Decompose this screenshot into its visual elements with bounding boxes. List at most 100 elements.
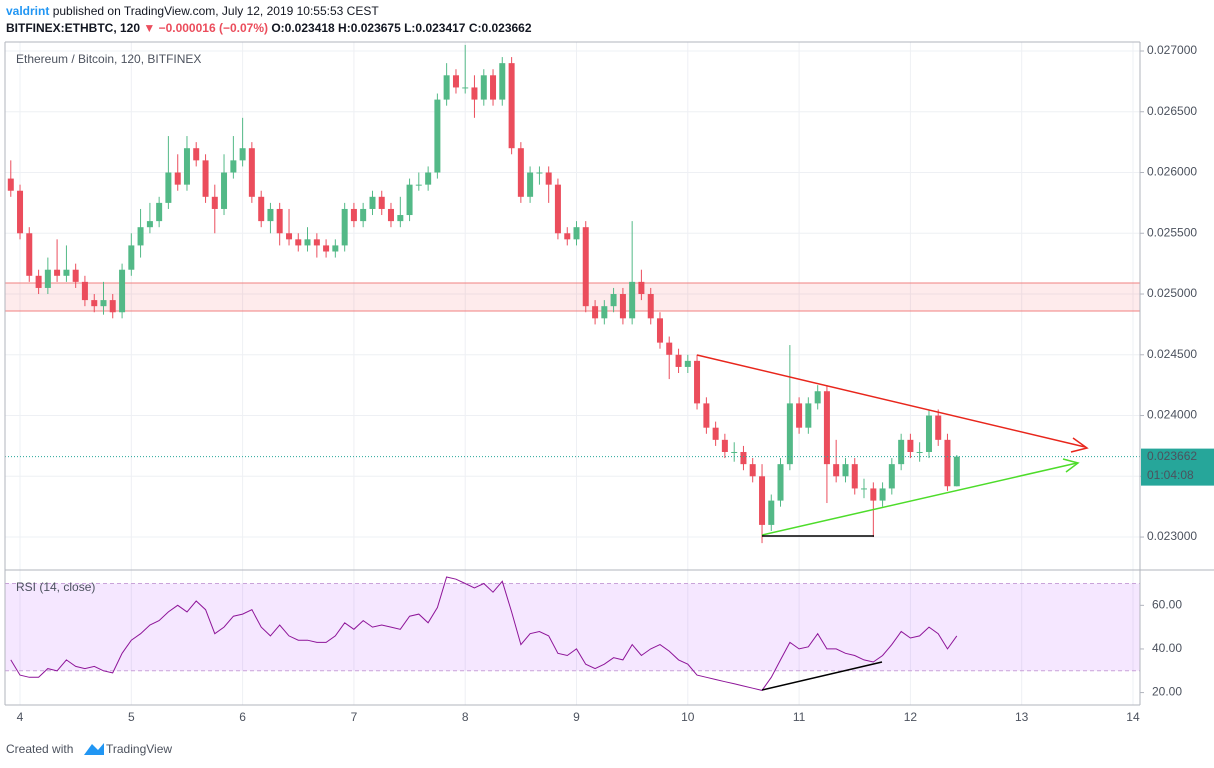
candle-body	[350, 208, 357, 222]
candle-body	[694, 360, 701, 404]
candle-body	[360, 208, 367, 222]
candle-body	[443, 75, 450, 100]
candle-body	[258, 196, 265, 222]
x-tick-label: 4	[17, 710, 24, 724]
candle-body	[286, 233, 293, 240]
candle-body	[387, 208, 394, 222]
candle-body	[638, 281, 645, 295]
candle-body	[916, 451, 923, 453]
candle-body	[759, 476, 766, 525]
candle-body	[582, 227, 589, 307]
y-tick-label: 0.023000	[1147, 529, 1197, 543]
x-tick-label: 8	[462, 710, 469, 724]
candle-body	[109, 300, 116, 313]
candle-body	[146, 221, 153, 228]
candles	[5, 44, 1140, 691]
candle-body	[545, 172, 552, 185]
candle-body	[378, 196, 385, 209]
candle-body	[823, 391, 830, 465]
candle-body	[202, 160, 209, 197]
candle-body	[415, 184, 422, 186]
candle-body	[341, 208, 348, 246]
candle-body	[888, 464, 895, 489]
candle-body	[517, 148, 524, 197]
candle-body	[72, 269, 79, 282]
y-tick-label: 0.026000	[1147, 165, 1197, 179]
candle-body	[193, 148, 200, 161]
candle-body	[91, 300, 98, 307]
x-tick-label: 14	[1126, 710, 1140, 724]
rsi-tick-label: 20.00	[1152, 685, 1182, 699]
footer-brand: TradingView	[106, 742, 172, 756]
x-tick-label: 6	[239, 710, 246, 724]
footer-created: Created with	[6, 742, 73, 756]
candle-body	[128, 245, 135, 270]
candle-body	[471, 87, 478, 100]
candle-body	[925, 415, 932, 452]
candle-body	[304, 239, 311, 246]
candle-body	[137, 227, 144, 246]
candle-body	[81, 281, 88, 301]
y-tick-label: 0.024500	[1147, 347, 1197, 361]
candle-body	[768, 500, 775, 525]
candle-body	[712, 427, 719, 440]
candle-body	[221, 172, 228, 209]
change: ▼ −0.000016 (−0.07%)	[143, 21, 268, 35]
candle-body	[721, 439, 728, 452]
support-zone	[4, 282, 1141, 312]
rsi-title: RSI (14, close)	[16, 580, 95, 594]
candle-body	[211, 196, 218, 209]
candle-body	[17, 190, 24, 234]
chart-title: Ethereum / Bitcoin, 120, BITFINEX	[16, 52, 201, 66]
candle-body	[805, 403, 812, 428]
candle-body	[295, 239, 302, 246]
candle-body	[406, 184, 413, 216]
candle-body	[508, 63, 515, 149]
resistance-trendline	[696, 354, 1086, 448]
candle-body	[248, 148, 255, 197]
candle-body	[7, 178, 14, 191]
arrow-head	[1070, 437, 1089, 453]
y-tick-label: 0.025000	[1147, 286, 1197, 300]
x-tick-label: 7	[351, 710, 358, 724]
candle-body	[860, 488, 867, 490]
candle-body	[119, 269, 126, 313]
x-tick-label: 9	[573, 710, 580, 724]
candle-body	[44, 269, 51, 288]
candle-body	[480, 75, 487, 100]
candle-body	[656, 318, 663, 343]
candle-body	[935, 415, 942, 440]
candle-body	[397, 215, 404, 222]
candle-body	[267, 208, 274, 222]
x-tick-label: 5	[128, 710, 135, 724]
y-tick-label: 0.026500	[1147, 104, 1197, 118]
logo	[84, 743, 104, 755]
countdown-label: 01:04:08	[1147, 468, 1194, 482]
candle-body	[462, 87, 469, 89]
x-tick-label: 13	[1015, 710, 1029, 724]
candle-body	[165, 172, 172, 203]
candle-body	[239, 148, 246, 161]
candle-body	[434, 99, 441, 173]
y-tick-label: 0.027000	[1147, 43, 1197, 57]
candle-body	[870, 488, 877, 501]
candle-body	[953, 456, 960, 487]
candle-body	[230, 160, 237, 173]
candle-body	[536, 172, 543, 174]
arrow-head	[1062, 458, 1080, 473]
symbol: BITFINEX:ETHBTC, 120	[6, 21, 140, 35]
candle-body	[666, 342, 673, 355]
candle-body	[675, 354, 682, 367]
candle-body	[100, 300, 107, 307]
rsi-divergence-line	[761, 661, 883, 691]
header-line-2: BITFINEX:ETHBTC, 120 ▼ −0.000016 (−0.07%…	[6, 21, 532, 35]
last-price-box	[1141, 448, 1214, 486]
x-tick-label: 12	[904, 710, 918, 724]
candle-body	[527, 172, 534, 197]
candle-body	[731, 451, 738, 453]
rsi-background	[5, 583, 1140, 672]
candle-body	[944, 439, 951, 487]
published: published on TradingView.com, July 12, 2…	[53, 4, 380, 18]
candle-body	[814, 391, 821, 404]
